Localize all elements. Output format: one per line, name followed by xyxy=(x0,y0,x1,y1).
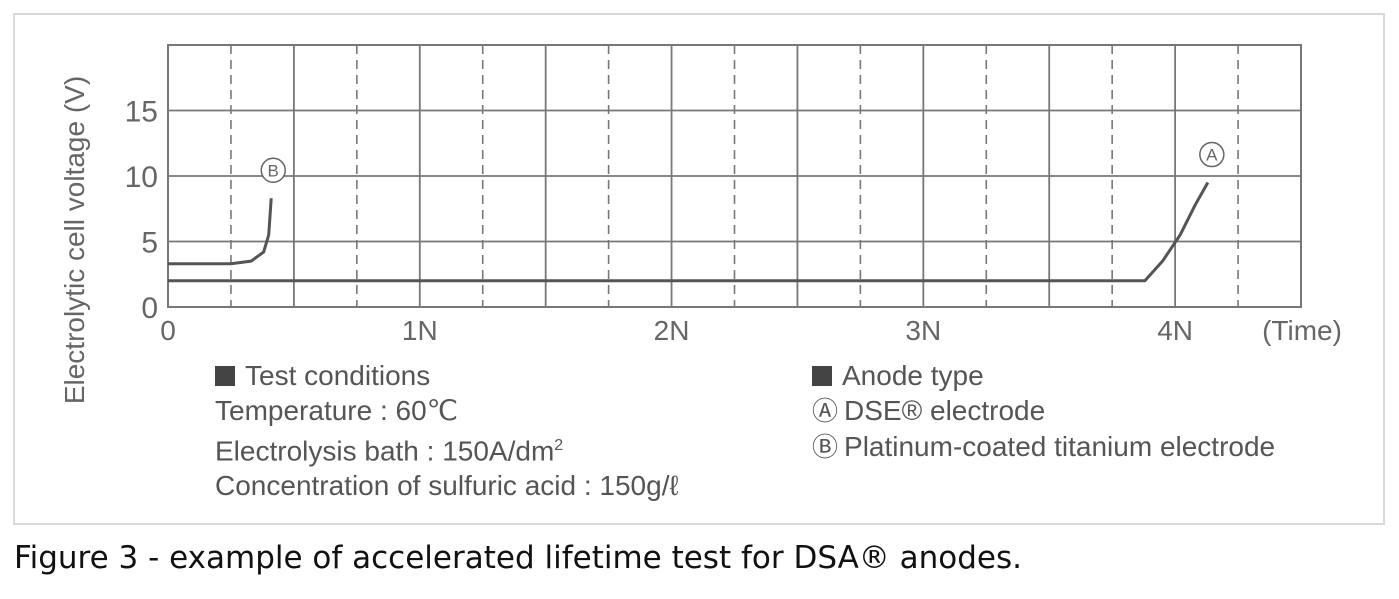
sulfuric-acid-text: Concentration of sulfuric acid : 150g/ℓ xyxy=(215,470,679,502)
series-line-a xyxy=(168,181,1210,283)
x-axis-label: (Time) xyxy=(1262,315,1342,346)
series-label: B xyxy=(268,161,279,180)
y-tick-label: 0 xyxy=(141,292,158,325)
anode-type: Anode type Ⓐ DSE® electrode Ⓑ Platinum-coa… xyxy=(812,358,1275,465)
y-tick-label: 10 xyxy=(125,161,158,194)
figure-caption: Figure 3 - example of accelerated lifeti… xyxy=(14,540,1022,576)
y-axis-label: Electrolytic cell voltage (V) xyxy=(59,76,90,404)
x-tick-label: 3N xyxy=(905,315,941,346)
series xyxy=(168,141,1225,283)
circled-a-icon: Ⓐ xyxy=(812,396,839,426)
x-tick-label: 2N xyxy=(654,315,690,346)
x-tick-label: 1N xyxy=(402,315,438,346)
anode-type-heading: Anode type xyxy=(812,358,1275,393)
test-conditions: Test conditions Temperature : 60℃ Electr… xyxy=(215,358,679,503)
series-marker-circle xyxy=(260,157,286,184)
labels: 0 5 10 15 0 1N 2N 3N 4N (Time) Electrolytic cell v… xyxy=(59,76,1342,404)
plot-border xyxy=(167,44,1302,308)
y-tick-label: 5 xyxy=(141,227,158,260)
electrolysis-bath-text: Electrolysis bath : 150A/dm2 xyxy=(215,435,564,467)
anode-a-item: Ⓐ DSE® electrode xyxy=(812,395,1046,426)
grid xyxy=(168,45,1301,307)
test-conditions-heading: Test conditions xyxy=(215,358,679,393)
series-marker-circle xyxy=(1199,141,1225,168)
anode-b-item: Ⓑ Platinum-coated titanium electrode xyxy=(812,431,1276,462)
axes xyxy=(167,44,1302,308)
temperature-text: Temperature : 60℃ xyxy=(215,395,459,426)
x-tick-label: 0 xyxy=(160,315,176,346)
y-tick-label: 15 xyxy=(125,96,158,129)
square-bullet-icon xyxy=(215,366,235,386)
series-label: A xyxy=(1206,146,1218,165)
square-bullet-icon xyxy=(812,366,832,386)
series-line-b xyxy=(168,198,273,266)
circled-b-icon: Ⓑ xyxy=(812,432,839,462)
x-tick-label: 4N xyxy=(1157,315,1193,346)
